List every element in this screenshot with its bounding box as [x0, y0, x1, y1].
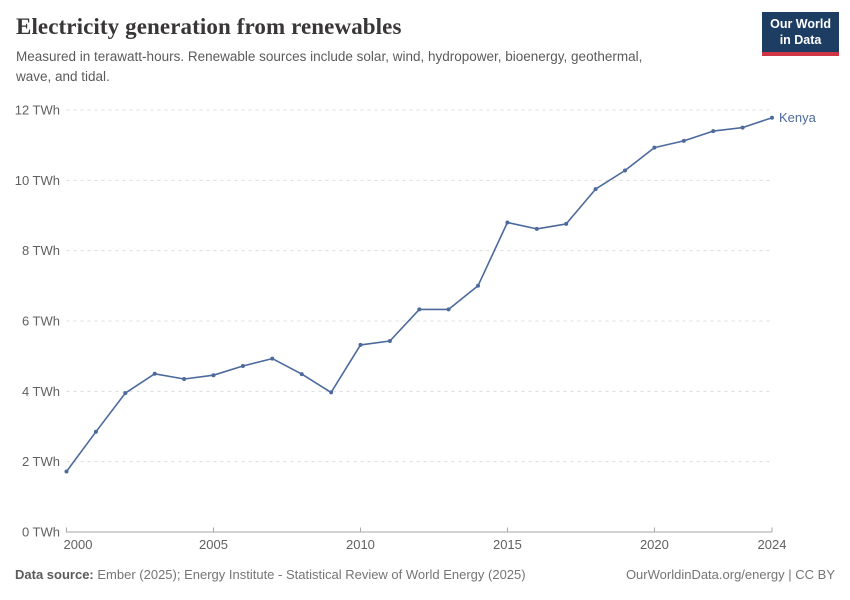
data-point[interactable] [505, 220, 510, 225]
x-axis-label: 2010 [346, 537, 375, 552]
x-axis-label: 2005 [199, 537, 228, 552]
data-point[interactable] [417, 307, 422, 312]
data-point[interactable] [387, 339, 392, 343]
data-source-text: Ember (2025); Energy Institute - Statist… [97, 567, 526, 582]
data-source-label: Data source: [15, 567, 94, 582]
data-point[interactable] [152, 371, 157, 376]
data-point[interactable] [652, 145, 657, 150]
chart-header: Electricity generation from renewables M… [16, 14, 760, 86]
y-axis-label: 2 TWh [22, 454, 60, 469]
data-point[interactable] [211, 373, 216, 378]
data-point[interactable] [593, 187, 598, 192]
data-point[interactable] [329, 390, 334, 395]
chart-subtitle: Measured in terawatt-hours. Renewable so… [16, 49, 643, 84]
data-point[interactable] [623, 168, 627, 173]
y-axis-label: 4 TWh [22, 384, 60, 399]
data-point[interactable] [299, 372, 304, 377]
data-point[interactable] [123, 391, 128, 396]
x-axis-label: 2024 [758, 537, 787, 552]
y-axis-label: 12 TWh [15, 103, 60, 118]
data-point[interactable] [740, 125, 745, 130]
owid-logo-line1: Our World [770, 17, 831, 31]
y-axis-label: 8 TWh [22, 243, 60, 258]
data-point[interactable] [770, 115, 774, 120]
data-point[interactable] [182, 377, 187, 381]
data-point[interactable] [681, 138, 686, 143]
data-point[interactable] [534, 226, 539, 231]
data-point[interactable] [711, 129, 716, 134]
x-axis-label: 2015 [493, 537, 522, 552]
y-axis-label: 0 TWh [22, 525, 60, 540]
data-point[interactable] [93, 429, 98, 434]
y-axis-label: 10 TWh [15, 173, 60, 188]
y-axis-label: 6 TWh [22, 314, 60, 329]
owid-logo-line2: in Data [779, 32, 822, 47]
chart-footer: Data source: Ember (2025); Energy Instit… [15, 567, 835, 582]
data-point[interactable] [64, 469, 69, 474]
data-line-kenya[interactable] [65, 116, 773, 473]
data-point[interactable] [240, 364, 245, 368]
data-point[interactable] [270, 356, 275, 361]
entity-label: Kenya [779, 110, 817, 125]
data-source: Data source: Ember (2025); Energy Instit… [15, 567, 526, 582]
chart-title: Electricity generation from renewables [16, 14, 402, 39]
data-point[interactable] [476, 283, 480, 288]
data-point[interactable] [564, 221, 569, 226]
owid-logo[interactable]: Our World in Data [762, 12, 839, 57]
data-point[interactable] [446, 307, 451, 312]
data-point[interactable] [358, 342, 363, 347]
x-axis-label: 2020 [640, 537, 669, 552]
x-axis-label: 2000 [64, 537, 93, 552]
credit-link[interactable]: OurWorldinData.org/energy | CC BY [625, 567, 835, 582]
